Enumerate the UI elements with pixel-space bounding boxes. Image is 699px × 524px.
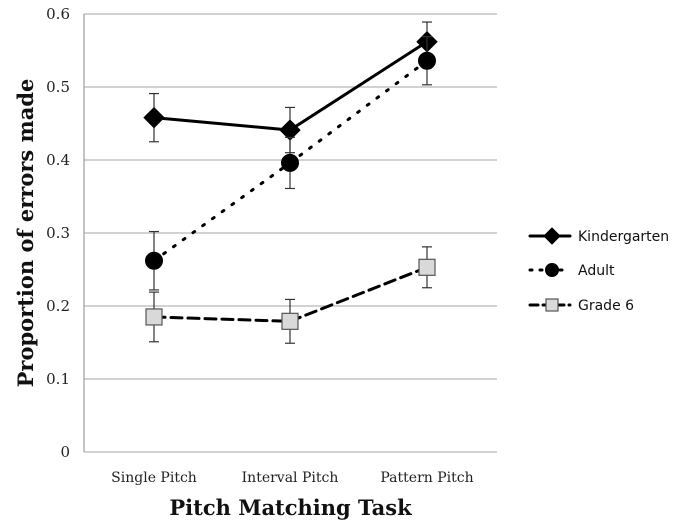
y-tick-label: 0.1 xyxy=(46,370,70,388)
y-tick-label: 0 xyxy=(60,443,70,461)
legend-circle-marker xyxy=(545,263,559,277)
y-tick-label: 0.5 xyxy=(46,78,70,96)
legend-label: Kindergarten xyxy=(578,229,669,245)
legend-item: Kindergarten xyxy=(528,227,669,245)
legend-item: Adult xyxy=(528,263,615,279)
x-tick-labels: Single Pitch Interval Pitch Pattern Pitch xyxy=(111,470,473,486)
circle-marker xyxy=(145,251,163,270)
y-tick-label: 0.4 xyxy=(46,151,70,169)
y-tick-label: 0.6 xyxy=(46,5,70,23)
gridlines xyxy=(83,13,497,453)
legend-label: Grade 6 xyxy=(578,298,634,314)
diamond-marker xyxy=(143,106,165,129)
x-tick-label: Single Pitch xyxy=(111,470,197,486)
series-layer xyxy=(143,21,438,344)
square-marker xyxy=(145,308,163,326)
legend-item: Grade 6 xyxy=(528,298,634,314)
y-tick-labels: 0 0.1 0.2 0.3 0.4 0.5 0.6 xyxy=(46,5,70,461)
y-axis-title: Proportion of errors made xyxy=(13,79,38,388)
series-adult xyxy=(145,36,436,291)
legend-label: Adult xyxy=(578,263,615,279)
y-tick-label: 0.3 xyxy=(46,224,70,242)
series-grade-6 xyxy=(145,246,436,344)
x-axis-title: Pitch Matching Task xyxy=(169,495,412,520)
x-tick-label: Pattern Pitch xyxy=(380,470,473,486)
square-marker xyxy=(418,258,436,276)
legend-square-marker xyxy=(545,298,559,312)
legend: Kindergarten Adult Grade 6 xyxy=(528,227,669,314)
legend-diamond-marker xyxy=(543,227,561,245)
circle-marker xyxy=(418,51,436,70)
y-tick-label: 0.2 xyxy=(46,297,70,315)
x-tick-label: Interval Pitch xyxy=(242,470,339,486)
square-marker xyxy=(281,312,299,330)
circle-marker xyxy=(281,153,299,172)
